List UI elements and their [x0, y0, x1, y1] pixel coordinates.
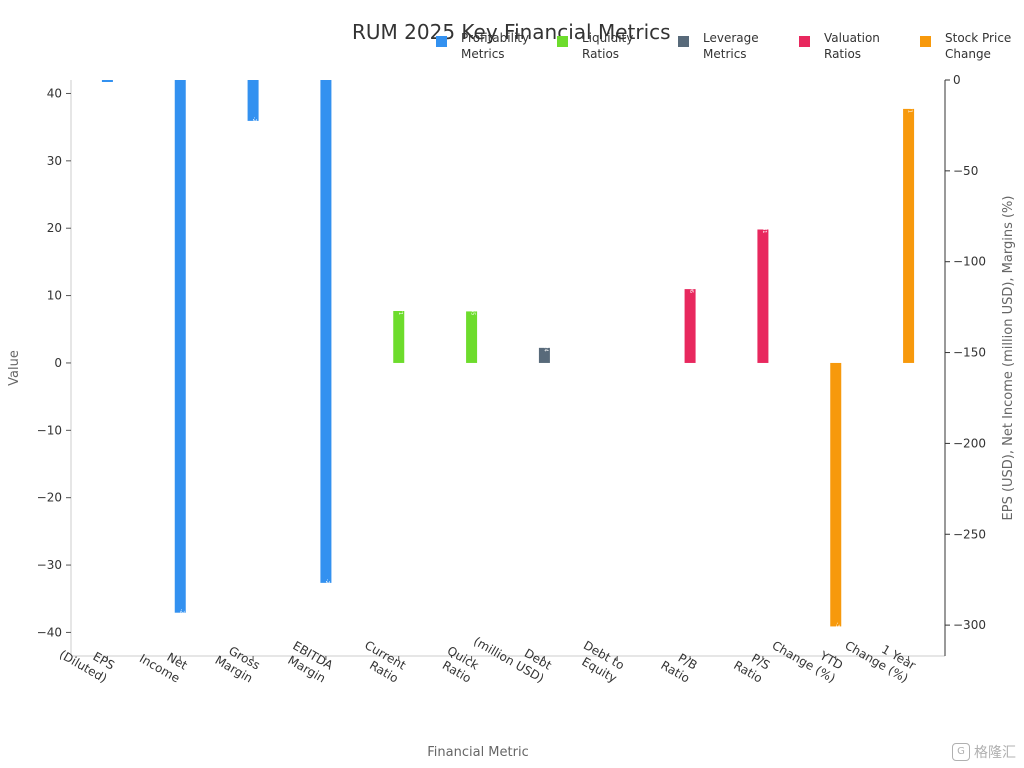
- watermark-text: 格隆汇: [974, 745, 1016, 761]
- bar-data-label: -39.11: [834, 622, 840, 638]
- bar: [538, 347, 550, 363]
- x-tick-label: Debt(million USD): [471, 634, 554, 686]
- right-tick-label: −300: [953, 618, 986, 632]
- bar-data-label: 10.96: [688, 279, 694, 293]
- legend-item-profitability: Profitability Metrics: [436, 30, 543, 62]
- bar-data-label: -293.17: [178, 609, 184, 628]
- bar: [174, 80, 186, 613]
- left-tick-label: 20: [47, 221, 62, 235]
- legend-swatch-valuation: [799, 36, 810, 47]
- bar: [684, 289, 696, 363]
- legend-item-liquidity: Liquidity Ratios: [557, 30, 664, 62]
- chart-title: RUM 2025 Key Financial Metrics: [352, 20, 671, 44]
- right-tick-label: −50: [953, 164, 978, 178]
- left-tick-label: −40: [37, 625, 62, 639]
- bar: [757, 229, 769, 363]
- bar-data-label: 2.24: [542, 341, 548, 352]
- legend-label-profitability: Profitability Metrics: [461, 31, 530, 61]
- bar: [830, 362, 842, 627]
- legend: Profitability Metrics Liquidity Ratios L…: [436, 30, 1024, 62]
- y-axis-title: Value: [7, 350, 22, 386]
- bar: [393, 311, 405, 363]
- bar: [101, 80, 113, 82]
- legend-label-stock-price: Stock Price Change: [945, 31, 1012, 61]
- legend-item-stock-price: Stock Price Change: [920, 30, 1024, 62]
- watermark-logo-icon: G: [952, 743, 970, 761]
- bar-data-label: -22.5: [251, 117, 257, 130]
- bar-data-label: -276.75: [324, 579, 330, 598]
- left-tick-label: 10: [47, 289, 62, 303]
- left-tick-label: −20: [37, 491, 62, 505]
- bar-data-label: 37.71: [907, 99, 913, 113]
- legend-label-liquidity: Liquidity Ratios: [582, 31, 634, 61]
- legend-swatch-profitability: [436, 36, 447, 47]
- left-tick-label: 40: [47, 86, 62, 100]
- bar: [320, 80, 332, 583]
- bar: [247, 80, 259, 121]
- left-tick-label: −10: [37, 423, 62, 437]
- right-tick-label: −200: [953, 436, 986, 450]
- bar-data-label: 19.81: [761, 219, 767, 233]
- legend-label-leverage: Leverage Metrics: [703, 31, 759, 61]
- left-tick-label: 30: [47, 154, 62, 168]
- legend-swatch-leverage: [678, 36, 689, 47]
- bar: [903, 108, 915, 363]
- right-tick-label: −100: [953, 255, 986, 269]
- x-tick-label: EPS(Diluted): [57, 647, 117, 685]
- left-tick-label: 0: [54, 356, 62, 370]
- right-tick-label: 0: [953, 73, 961, 87]
- legend-item-valuation: Valuation Ratios: [799, 30, 906, 62]
- right-tick-label: −250: [953, 527, 986, 541]
- y2-axis-title: EPS (USD), Net Income (million USD), Mar…: [1001, 196, 1016, 521]
- bar-data-label: 7.71: [397, 304, 403, 315]
- legend-label-valuation: Valuation Ratios: [824, 31, 880, 61]
- legend-swatch-liquidity: [557, 36, 568, 47]
- bar: [466, 311, 478, 363]
- left-tick-label: −30: [37, 558, 62, 572]
- right-tick-label: −150: [953, 346, 986, 360]
- legend-swatch-stock-price: [920, 36, 931, 47]
- x-axis-title: Financial Metric: [427, 745, 528, 760]
- watermark: G 格隆汇: [952, 742, 1016, 762]
- bar-data-label: 7.65: [470, 304, 476, 315]
- legend-item-leverage: Leverage Metrics: [678, 30, 785, 62]
